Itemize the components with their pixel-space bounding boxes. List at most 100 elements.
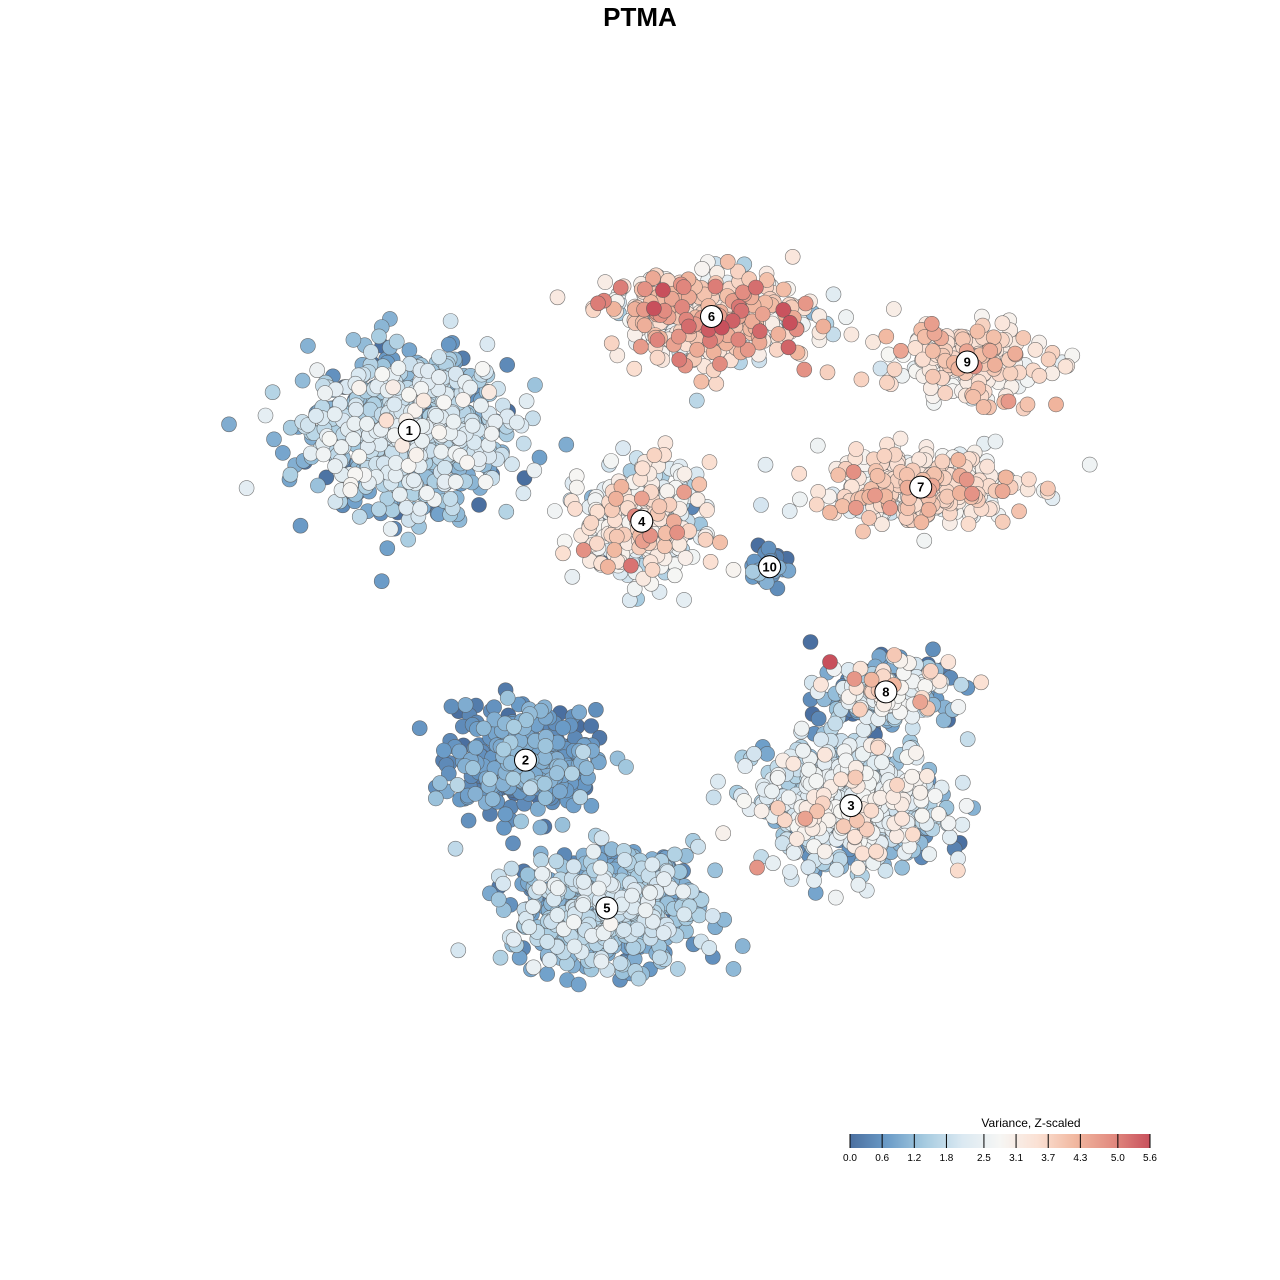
data-point [431, 369, 447, 386]
data-point [688, 392, 705, 409]
data-point [712, 534, 728, 551]
data-point [655, 925, 672, 941]
data-point [708, 375, 725, 392]
data-point [908, 745, 924, 761]
data-point [473, 397, 489, 414]
data-point [669, 524, 686, 541]
data-point [707, 278, 724, 295]
data-point [879, 374, 895, 391]
cluster-label-text: 6 [708, 309, 715, 324]
cluster-label-text: 3 [847, 798, 854, 813]
data-point [850, 876, 867, 893]
data-point [704, 908, 721, 924]
data-point [736, 793, 753, 809]
data-point [877, 862, 894, 879]
data-point [455, 392, 471, 408]
data-point [531, 879, 548, 896]
data-point [781, 503, 798, 519]
data-point [954, 816, 971, 833]
data-point [612, 279, 629, 296]
cluster-label-7: 7 [909, 475, 933, 499]
data-point [546, 503, 563, 519]
data-point [669, 961, 686, 977]
data-point [632, 338, 649, 355]
data-point [676, 592, 692, 608]
data-point [374, 366, 391, 382]
data-point [257, 407, 274, 424]
data-point [876, 448, 893, 464]
cluster-label-text: 1 [406, 423, 413, 438]
data-point [927, 788, 943, 804]
data-point [969, 323, 986, 340]
data-point [282, 466, 299, 483]
data-point [474, 361, 491, 377]
data-point [518, 712, 535, 728]
cluster-label-text: 10 [762, 559, 776, 574]
data-point [503, 860, 520, 877]
data-point [676, 484, 692, 500]
colorbar-tick-label: 1.8 [939, 1153, 953, 1164]
data-point [644, 561, 661, 578]
data-point [522, 780, 539, 797]
data-point [1048, 396, 1064, 413]
data-point [475, 720, 492, 737]
data-point [964, 485, 980, 502]
data-point [792, 491, 808, 508]
data-point [950, 699, 967, 715]
data-point [636, 317, 653, 334]
data-point [1000, 393, 1017, 410]
data-point [830, 467, 847, 483]
data-point [764, 783, 780, 800]
data-point [848, 499, 864, 516]
data-point [914, 807, 931, 824]
data-point [600, 558, 616, 575]
data-point [855, 722, 872, 738]
data-point [749, 859, 765, 876]
data-point [874, 516, 890, 533]
data-point [570, 976, 587, 993]
data-point [642, 884, 658, 901]
data-point [391, 486, 408, 503]
data-point [637, 902, 654, 919]
data-point [754, 306, 771, 322]
data-point [845, 464, 862, 480]
data-point [680, 318, 697, 335]
data-point [274, 445, 291, 461]
data-point [266, 431, 282, 448]
data-point [537, 738, 554, 754]
data-point [973, 674, 989, 691]
data-point [982, 343, 999, 359]
data-point [623, 557, 639, 574]
data-point [467, 739, 484, 756]
cluster-label-text: 7 [917, 480, 924, 495]
data-point [994, 483, 1011, 500]
data-point [868, 843, 884, 860]
data-point [321, 430, 338, 447]
data-point [603, 453, 619, 469]
data-point [618, 759, 634, 775]
data-point [737, 758, 754, 774]
data-point [800, 859, 817, 876]
data-point [813, 676, 829, 693]
data-point [651, 949, 668, 966]
data-point [782, 314, 798, 331]
data-point [575, 873, 592, 890]
data-point [351, 380, 368, 396]
data-point [656, 538, 673, 555]
data-point [440, 336, 457, 353]
data-point [912, 784, 929, 801]
data-point [822, 654, 838, 670]
data-point [1044, 365, 1060, 382]
data-point [796, 361, 813, 378]
data-point [450, 942, 467, 959]
data-point [548, 853, 565, 870]
data-point [922, 663, 939, 679]
data-point [385, 379, 401, 396]
data-point [949, 862, 966, 879]
data-point [959, 731, 976, 748]
data-point [342, 482, 359, 498]
data-point [568, 479, 585, 496]
data-point [885, 301, 902, 317]
colorbar-title: Variance, Z-scaled [981, 1116, 1080, 1130]
